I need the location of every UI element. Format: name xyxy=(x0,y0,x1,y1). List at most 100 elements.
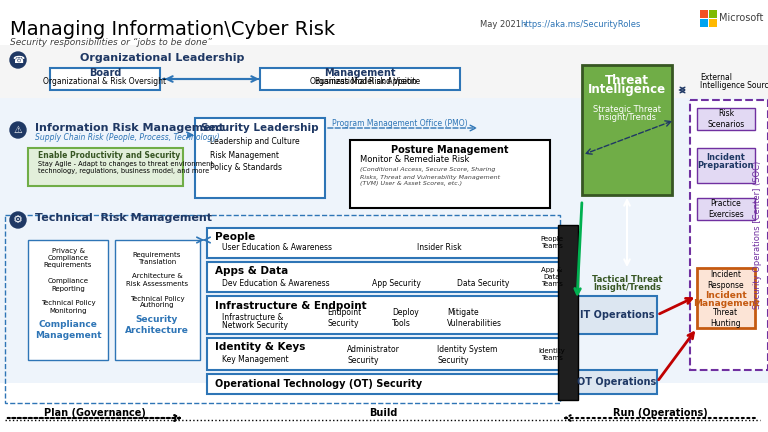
FancyBboxPatch shape xyxy=(697,198,755,220)
Text: Deploy
Tools: Deploy Tools xyxy=(392,308,419,328)
FancyBboxPatch shape xyxy=(0,100,768,330)
Text: Network Security: Network Security xyxy=(222,321,288,330)
FancyBboxPatch shape xyxy=(195,118,325,198)
Circle shape xyxy=(10,52,26,68)
Text: Security responsibilities or “jobs to be done”: Security responsibilities or “jobs to be… xyxy=(10,38,212,47)
Text: Run (Operations): Run (Operations) xyxy=(613,408,707,418)
Text: Technical Policy
Authoring: Technical Policy Authoring xyxy=(130,295,184,308)
Text: Leadership and Culture: Leadership and Culture xyxy=(210,137,300,146)
FancyBboxPatch shape xyxy=(115,240,200,360)
FancyBboxPatch shape xyxy=(709,19,717,27)
FancyBboxPatch shape xyxy=(207,338,567,370)
Text: Mitigate
Vulnerabilities: Mitigate Vulnerabilities xyxy=(447,308,502,328)
Text: Compliance
Management: Compliance Management xyxy=(35,320,101,340)
Text: Risk
Scenarios: Risk Scenarios xyxy=(707,109,745,129)
Text: Technical Policy
Monitoring: Technical Policy Monitoring xyxy=(41,301,95,314)
FancyBboxPatch shape xyxy=(207,296,567,334)
Text: App &
Data
Teams: App & Data Teams xyxy=(541,267,563,287)
FancyBboxPatch shape xyxy=(700,19,708,27)
FancyBboxPatch shape xyxy=(700,10,708,18)
Text: Compliance
Reporting: Compliance Reporting xyxy=(48,279,88,292)
Text: Tactical Threat: Tactical Threat xyxy=(591,276,662,285)
Text: Management: Management xyxy=(693,299,760,308)
Text: Data Security: Data Security xyxy=(457,279,509,288)
Text: Technical  Risk Management: Technical Risk Management xyxy=(35,213,212,223)
FancyBboxPatch shape xyxy=(582,65,672,195)
Text: Build: Build xyxy=(369,408,397,418)
Text: Board: Board xyxy=(89,68,121,78)
FancyBboxPatch shape xyxy=(260,68,460,90)
FancyBboxPatch shape xyxy=(697,148,755,183)
Text: Identity System
Security: Identity System Security xyxy=(437,345,498,365)
FancyBboxPatch shape xyxy=(207,374,567,394)
Text: Infrastructure &: Infrastructure & xyxy=(222,314,283,323)
Text: Operational Technology (OT) Security: Operational Technology (OT) Security xyxy=(215,379,422,389)
Text: Threat: Threat xyxy=(605,73,649,86)
Text: Intelligence: Intelligence xyxy=(588,83,666,96)
Text: https://aka.ms/SecurityRoles: https://aka.ms/SecurityRoles xyxy=(520,20,641,29)
FancyBboxPatch shape xyxy=(709,10,717,18)
FancyBboxPatch shape xyxy=(558,225,578,400)
Text: (Conditional Access, Secure Score, Sharing: (Conditional Access, Secure Score, Shari… xyxy=(360,168,495,172)
FancyBboxPatch shape xyxy=(577,296,657,334)
Text: Intelligence Sources: Intelligence Sources xyxy=(700,80,768,89)
Text: Architecture &
Risk Assessments: Architecture & Risk Assessments xyxy=(126,273,188,286)
FancyBboxPatch shape xyxy=(50,68,160,90)
Circle shape xyxy=(10,122,26,138)
Text: Management: Management xyxy=(324,68,396,78)
Text: Endpoint
Security: Endpoint Security xyxy=(327,308,361,328)
Text: Program Management Office (PMO): Program Management Office (PMO) xyxy=(333,120,468,128)
Text: Plan (Governance): Plan (Governance) xyxy=(44,408,146,418)
Text: Insight/Trends: Insight/Trends xyxy=(598,114,657,123)
Text: Managing Information\Cyber Risk: Managing Information\Cyber Risk xyxy=(10,20,335,39)
Text: Security
Architecture: Security Architecture xyxy=(125,315,189,335)
Circle shape xyxy=(10,212,26,228)
Text: Security Operations [Center] (SOC): Security Operations [Center] (SOC) xyxy=(753,161,763,309)
Text: Dev Education & Awareness: Dev Education & Awareness xyxy=(222,279,329,288)
Text: Supply Chain Risk (People, Process, Technology): Supply Chain Risk (People, Process, Tech… xyxy=(35,133,220,143)
Text: technology, regulations, business model, and more: technology, regulations, business model,… xyxy=(38,168,209,174)
FancyBboxPatch shape xyxy=(28,148,183,186)
Text: Organizational Risk Appetite: Organizational Risk Appetite xyxy=(310,77,420,86)
Text: Preparation: Preparation xyxy=(698,161,754,169)
FancyBboxPatch shape xyxy=(697,108,755,130)
Text: People
Teams: People Teams xyxy=(541,236,564,250)
Text: Privacy &
Compliance
Requirements: Privacy & Compliance Requirements xyxy=(44,248,92,268)
Text: ⚙: ⚙ xyxy=(13,215,23,225)
Text: Incident: Incident xyxy=(707,153,746,162)
Text: People: People xyxy=(215,232,255,242)
Text: Microsoft: Microsoft xyxy=(719,13,763,23)
Text: App Security: App Security xyxy=(372,279,421,288)
Text: Identity & Keys: Identity & Keys xyxy=(215,342,306,352)
FancyBboxPatch shape xyxy=(350,140,550,208)
Text: May 2021 -: May 2021 - xyxy=(480,20,529,29)
Text: Stay Agile - Adapt to changes to threat environment,: Stay Agile - Adapt to changes to threat … xyxy=(38,161,215,167)
Text: Policy & Standards: Policy & Standards xyxy=(210,163,282,172)
Text: Identity
Teams: Identity Teams xyxy=(538,347,565,360)
Text: Organizational & Risk Oversight: Organizational & Risk Oversight xyxy=(44,77,167,86)
Text: User Education & Awareness: User Education & Awareness xyxy=(222,244,332,252)
Text: Requirements
Translation: Requirements Translation xyxy=(133,251,181,264)
Text: Risks, Threat and Vulnerability Management: Risks, Threat and Vulnerability Manageme… xyxy=(360,175,500,180)
Text: Key Management: Key Management xyxy=(222,356,289,365)
Text: IT Operations: IT Operations xyxy=(580,310,654,320)
Text: Risk Management: Risk Management xyxy=(210,150,279,159)
Text: Organizational Leadership: Organizational Leadership xyxy=(80,53,244,63)
FancyBboxPatch shape xyxy=(28,240,108,360)
FancyBboxPatch shape xyxy=(207,228,567,258)
Text: Apps & Data: Apps & Data xyxy=(215,266,288,276)
FancyBboxPatch shape xyxy=(0,45,768,100)
Text: Incident
Response: Incident Response xyxy=(707,270,744,290)
Text: Strategic Threat: Strategic Threat xyxy=(593,105,661,114)
Text: ☎: ☎ xyxy=(12,55,24,65)
Text: Business Model and Vision: Business Model and Vision xyxy=(315,77,416,86)
Text: ⚠: ⚠ xyxy=(14,125,22,135)
Text: Insight/Trends: Insight/Trends xyxy=(593,283,661,292)
FancyBboxPatch shape xyxy=(0,98,768,383)
Text: Incident: Incident xyxy=(705,292,746,301)
FancyBboxPatch shape xyxy=(697,268,755,328)
FancyBboxPatch shape xyxy=(577,370,657,394)
FancyBboxPatch shape xyxy=(690,100,768,370)
Text: Information Risk Management: Information Risk Management xyxy=(35,123,224,133)
Text: Infrastructure & Endpoint: Infrastructure & Endpoint xyxy=(215,301,366,311)
